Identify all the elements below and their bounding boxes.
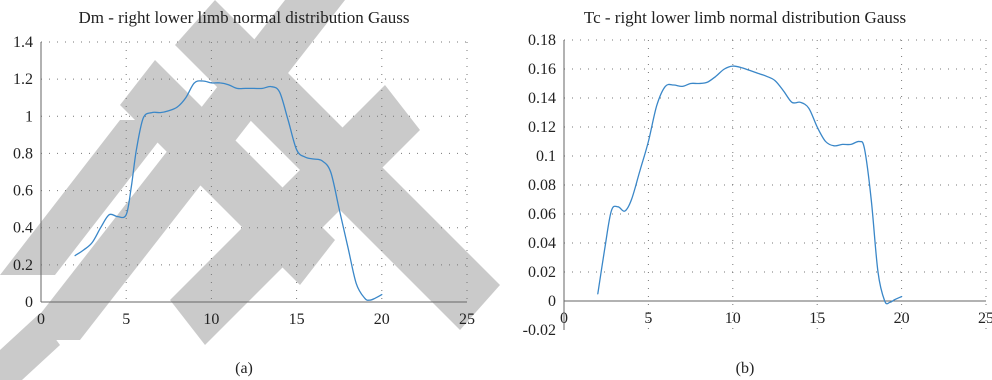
chart-a-gridlines xyxy=(41,41,468,302)
y-tick-label: 0.1 xyxy=(536,148,556,165)
chart-b-panel-label: (b) xyxy=(736,360,755,377)
y-tick-label: 0.12 xyxy=(528,119,556,136)
x-tick-label: 5 xyxy=(644,310,652,327)
chart-b-title: Tc - right lower limb normal distributio… xyxy=(584,8,906,27)
chart-panel-b: Tc - right lower limb normal distributio… xyxy=(523,8,992,377)
x-tick-label: 20 xyxy=(894,310,910,327)
x-tick-label: 10 xyxy=(725,310,741,327)
y-tick-label: 0 xyxy=(25,294,33,311)
y-tick-label: -0.02 xyxy=(523,322,556,339)
chart-a-x-tick-labels: 0 5 10 15 20 25 xyxy=(37,311,475,328)
y-tick-label: 1.2 xyxy=(13,71,33,88)
watermark-band-5 xyxy=(175,0,500,330)
y-tick-label: 0.18 xyxy=(528,32,556,49)
y-tick-label: 1.4 xyxy=(13,34,33,51)
watermark-band-6 xyxy=(0,315,60,380)
y-tick-label: 0.16 xyxy=(528,61,556,78)
x-tick-label: 20 xyxy=(374,311,390,328)
y-tick-label: 0.6 xyxy=(13,183,33,200)
y-tick-label: 0.2 xyxy=(13,257,33,274)
x-tick-label: 0 xyxy=(560,310,568,327)
y-tick-label: 0.02 xyxy=(528,264,556,281)
chart-b-series-line xyxy=(597,65,903,305)
y-tick-label: 0.08 xyxy=(528,177,556,194)
chart-b-x-tick-labels: 0 5 10 15 20 25 xyxy=(560,310,992,327)
chart-a-series-line xyxy=(74,80,383,301)
y-tick-label: 0.04 xyxy=(528,235,556,252)
chart-b-axes xyxy=(563,40,986,330)
y-tick-label: 1 xyxy=(25,108,33,125)
y-tick-label: 0.14 xyxy=(528,90,556,107)
chart-a-panel-label: (a) xyxy=(235,360,253,377)
chart-panel-a: Dm - right lower limb normal distributio… xyxy=(13,8,475,377)
x-tick-label: 10 xyxy=(203,311,219,328)
y-tick-label: 0.4 xyxy=(13,220,33,237)
chart-a-axes xyxy=(40,42,467,303)
x-tick-label: 25 xyxy=(459,311,475,328)
y-tick-label: 0.06 xyxy=(528,206,556,223)
chart-a-title: Dm - right lower limb normal distributio… xyxy=(79,8,410,27)
y-tick-label: 0.8 xyxy=(13,145,33,162)
x-tick-label: 5 xyxy=(122,311,130,328)
watermark-band-2 xyxy=(0,120,175,275)
chart-b-y-tick-labels: -0.02 0 0.02 0.04 0.06 0.08 0.1 0.12 0.14 0.16 0.1… xyxy=(523,32,556,339)
chart-a-y-tick-labels: 0 0.2 0.4 0.6 0.8 1 1.2 1.4 xyxy=(13,34,33,311)
x-tick-label: 15 xyxy=(289,311,305,328)
x-tick-label: 0 xyxy=(37,311,45,328)
x-tick-label: 25 xyxy=(978,310,992,327)
chart-b-gridlines xyxy=(564,39,987,330)
watermark-graphic xyxy=(0,0,500,380)
y-tick-label: 0 xyxy=(548,293,556,310)
x-tick-label: 15 xyxy=(809,310,825,327)
